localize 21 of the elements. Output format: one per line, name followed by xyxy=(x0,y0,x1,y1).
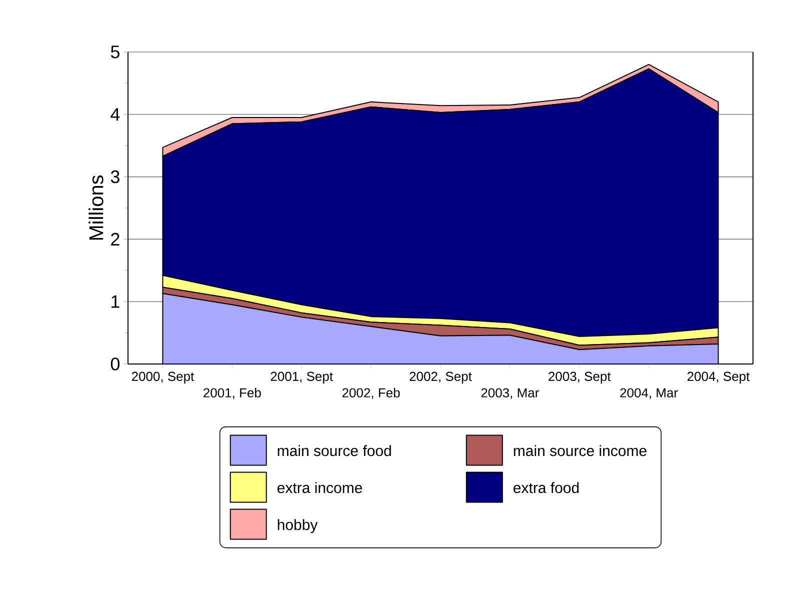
y-axis-title: Millions xyxy=(88,175,104,240)
x-tick-label: 2000, Sept xyxy=(132,372,194,384)
y-tick-label: 1 xyxy=(112,295,120,308)
legend-label: hobby xyxy=(278,519,318,534)
y-tick-label: 4 xyxy=(110,108,120,121)
legend-label: main source income xyxy=(514,445,646,456)
legend-label: extra income xyxy=(278,482,362,494)
y-tick-label: 5 xyxy=(110,46,120,58)
y-tick-label: 3 xyxy=(110,170,120,184)
x-tick-label: 2001, Sept xyxy=(270,372,333,384)
legend-label: main source food xyxy=(278,445,391,456)
y-tick-label: 2 xyxy=(111,232,120,246)
legend-label: extra food xyxy=(514,482,579,494)
x-tick-label: 2004, Sept xyxy=(687,372,750,384)
x-tick-label: 2004, Mar xyxy=(620,388,678,399)
y-tick-label: 0 xyxy=(110,358,120,370)
x-tick-label: 2002, Feb xyxy=(342,388,400,399)
x-tick-label: 2003, Sept xyxy=(548,372,611,384)
x-tick-label: 2001, Feb xyxy=(204,388,261,399)
x-tick-label: 2002, Sept xyxy=(410,372,472,384)
x-tick-label: 2003, Mar xyxy=(481,388,539,399)
